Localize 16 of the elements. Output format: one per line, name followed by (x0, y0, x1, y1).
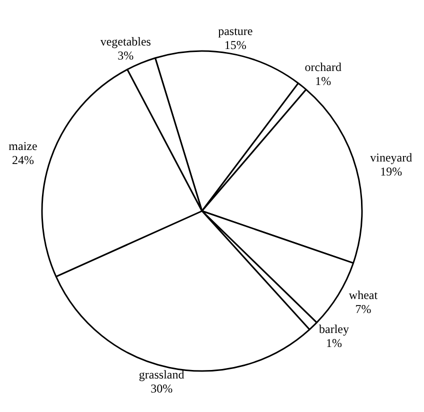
slice-label: maize (8, 139, 38, 154)
data-label: 1% (315, 74, 332, 88)
data-label: 15% (224, 38, 246, 52)
slice-label: vegetables (100, 34, 152, 48)
slice-label: barley (318, 322, 349, 336)
data-label: 24% (12, 153, 34, 168)
slice-label: grassland (138, 367, 184, 382)
data-label: 19% (380, 164, 402, 178)
data-label: 3% (118, 48, 134, 62)
slice-label: orchard (304, 60, 342, 74)
slice-label: vineyard (370, 150, 412, 164)
data-label: 7% (355, 302, 372, 316)
data-label: 1% (326, 336, 342, 350)
slice-label: pasture (218, 24, 253, 38)
slice-label: wheat (348, 288, 378, 302)
data-label: 30% (150, 381, 173, 396)
